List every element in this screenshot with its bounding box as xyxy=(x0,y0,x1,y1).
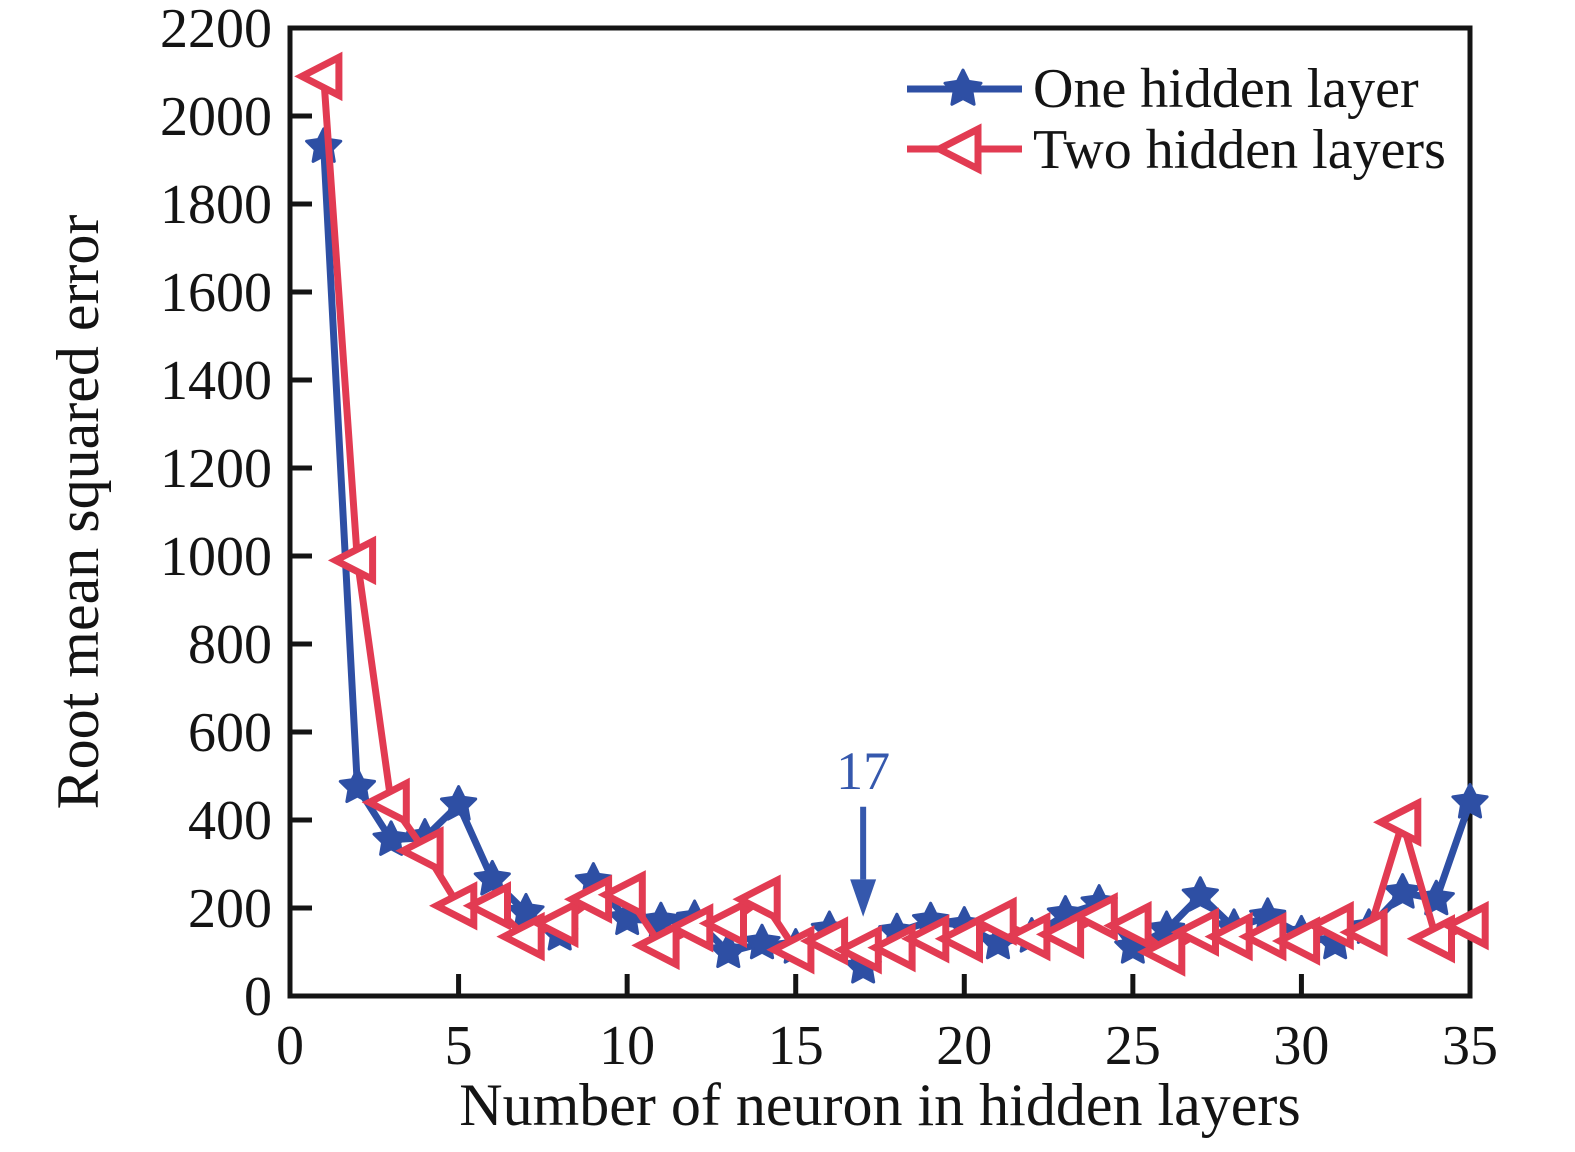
y-tick-label-1800: 1800 xyxy=(160,174,272,236)
star-marker xyxy=(372,820,410,856)
x-tick-label-20: 20 xyxy=(936,1015,992,1077)
line-one-hidden-layer xyxy=(320,143,1474,971)
triangle-left-marker xyxy=(327,535,377,586)
triangle-left-marker xyxy=(1271,916,1321,966)
triangle-left-marker xyxy=(1373,797,1422,847)
star-marker xyxy=(338,767,376,804)
triangle-left-marker xyxy=(1103,900,1152,951)
triangle-left-marker xyxy=(732,874,781,924)
triangle-left-marker xyxy=(294,51,343,102)
x-tick-label-10: 10 xyxy=(599,1015,655,1077)
star-marker xyxy=(305,127,343,163)
triangle-left-marker xyxy=(597,870,646,920)
legend: One hidden layer Two hidden layers xyxy=(907,58,1446,181)
triangle-left-marker xyxy=(395,826,444,876)
y-tick-label-1000: 1000 xyxy=(160,526,272,588)
triangle-left-marker xyxy=(530,898,579,949)
y-tick-label-0: 0 xyxy=(244,966,272,1028)
y-axis-title: Root mean squared error xyxy=(45,215,111,810)
triangle-left-marker xyxy=(1137,927,1186,977)
x-tick-label-35: 35 xyxy=(1442,1015,1498,1077)
triangle-left-marker xyxy=(1305,900,1354,951)
y-tick-label-200: 200 xyxy=(188,878,272,940)
series-two-hidden-layers xyxy=(294,51,1489,977)
annotation-label: 17 xyxy=(836,741,890,801)
x-tick-label-25: 25 xyxy=(1105,1015,1161,1077)
triangle-left-marker xyxy=(1406,914,1455,964)
legend-marker-samples xyxy=(907,68,1022,175)
legend-label-one-hidden-layer: One hidden layer xyxy=(1033,58,1419,120)
star-marker xyxy=(1181,876,1219,912)
star-marker xyxy=(440,785,478,821)
y-tick-label-2200: 2200 xyxy=(160,0,272,60)
x-tick-label-15: 15 xyxy=(768,1015,824,1077)
star-marker xyxy=(1451,782,1489,819)
triangle-left-marker xyxy=(934,914,983,964)
triangle-left-marker xyxy=(931,123,982,175)
triangle-left-marker xyxy=(361,777,410,828)
x-tick-label-5: 5 xyxy=(445,1015,473,1077)
annotation-arrow-head xyxy=(850,879,877,917)
triangle-left-marker xyxy=(1440,900,1489,951)
triangle-left-marker xyxy=(631,920,680,971)
legend-label-two-hidden-layers: Two hidden layers xyxy=(1033,119,1446,181)
y-tick-label-600: 600 xyxy=(188,702,272,764)
x-axis-ticks xyxy=(287,974,1473,996)
y-tick-label-800: 800 xyxy=(188,614,272,676)
plot-border xyxy=(287,25,1473,999)
y-tick-label-2000: 2000 xyxy=(160,86,272,148)
triangle-left-marker xyxy=(968,896,1017,946)
triangle-left-marker xyxy=(462,881,511,931)
triangle-left-marker xyxy=(496,911,545,962)
star-marker xyxy=(943,68,983,106)
x-axis-tick-labels: 0 5 10 15 20 25 30 35 xyxy=(276,1015,1498,1077)
series-one-hidden-layer xyxy=(305,127,1489,984)
annotation-17: 17 xyxy=(836,741,890,917)
plot-area: 0 5 10 15 20 25 30 35 0 200 400 600 800 1000 1200 1400 1… xyxy=(160,0,1498,1077)
y-axis-ticks xyxy=(290,25,312,999)
triangle-left-marker xyxy=(698,898,747,949)
y-tick-label-1200: 1200 xyxy=(160,438,272,500)
triangle-left-marker xyxy=(1035,909,1085,960)
y-tick-label-400: 400 xyxy=(188,790,272,852)
x-tick-label-30: 30 xyxy=(1273,1015,1329,1077)
triangle-left-marker xyxy=(1339,907,1388,957)
star-marker xyxy=(709,932,747,969)
y-tick-label-1600: 1600 xyxy=(160,262,272,324)
y-axis-tick-labels: 0 200 400 600 800 1000 1200 1400 1600 1800 2000 220… xyxy=(160,0,272,1028)
star-marker xyxy=(1384,873,1422,909)
y-tick-label-1400: 1400 xyxy=(160,350,272,412)
x-tick-label-0: 0 xyxy=(276,1015,304,1077)
x-axis-title: Number of neuron in hidden layers xyxy=(459,1072,1300,1138)
line-two-hidden-layers xyxy=(320,72,1474,956)
star-marker xyxy=(473,859,511,896)
